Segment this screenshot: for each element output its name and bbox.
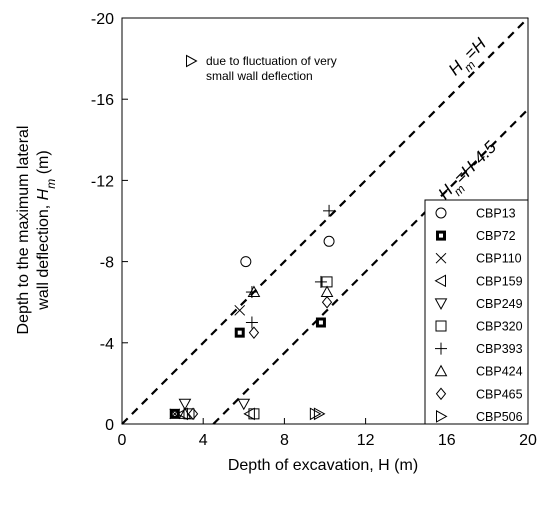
y-axis-label: Depth to the maximum lateral wall deflect… — [15, 126, 58, 335]
reference-lines — [121, 17, 529, 425]
legend-marker-cbp320 — [435, 320, 447, 332]
legend-marker-cbp159 — [434, 274, 446, 288]
y-tick-label: 0 — [105, 417, 114, 434]
data-point-cbp72 — [315, 317, 326, 328]
data-point-cbp424 — [320, 285, 334, 298]
legend-marker-cbp465 — [435, 387, 447, 401]
note-marker — [186, 54, 198, 68]
y-tick-label: -8 — [100, 255, 114, 272]
legend-label-cbp249: CBP249 — [476, 297, 523, 311]
legend-marker-cbp13 — [435, 207, 447, 219]
y-axis-label-line2: wall deflection, Hm (m) — [35, 150, 58, 310]
legend-label-cbp465: CBP465 — [476, 387, 523, 401]
note: due to fluctuation of very small wall de… — [186, 54, 337, 83]
legend-items: CBP13 CBP72 CBP110 CBP159 CBP249 CBP320 CBP393… — [434, 207, 523, 424]
data-point-cbp13 — [323, 235, 335, 247]
legend-label-cbp393: CBP393 — [476, 342, 523, 356]
note-text-line1: due to fluctuation of very — [206, 54, 337, 68]
x-tick-label: 20 — [519, 432, 537, 449]
legend-label-cbp320: CBP320 — [476, 320, 523, 334]
x-axis-title: Depth of excavation, H (m) — [228, 457, 418, 474]
legend-marker-cbp110 — [435, 252, 447, 264]
note-marker-icon — [186, 54, 198, 68]
legend: CBP13 CBP72 CBP110 CBP159 CBP249 CBP320 CBP393… — [424, 199, 529, 425]
data-point-cbp13 — [240, 256, 252, 268]
data-point-cbp110 — [234, 304, 246, 316]
legend-label-cbp506: CBP506 — [476, 410, 523, 424]
legend-label-cbp424: CBP424 — [476, 365, 523, 379]
data-point-cbp249 — [178, 398, 192, 411]
legend-label-cbp72: CBP72 — [476, 229, 516, 243]
reference-line-label-2: Hm=H-4.5 — [434, 137, 504, 207]
reference-line-1 — [121, 17, 529, 425]
data-point-cbp249 — [237, 398, 251, 411]
legend-marker-cbp506 — [436, 410, 448, 423]
data-point-cbp110 — [169, 408, 181, 420]
legend-box — [424, 199, 529, 425]
y-axis-label-line1: Depth to the maximum lateral — [15, 126, 32, 335]
x-tick-label: 4 — [199, 432, 208, 449]
data-point-cbp393 — [314, 275, 327, 288]
y-tick-label: -4 — [100, 336, 114, 353]
reference-line-labels: Hm=HHm=H-4.5 — [434, 34, 504, 207]
y-tick-label: -20 — [91, 11, 114, 28]
data-point-cbp465 — [321, 295, 333, 309]
data-point-cbp465 — [248, 326, 260, 339]
legend-label-cbp159: CBP159 — [476, 274, 523, 288]
data-point-cbp465 — [187, 407, 199, 421]
data-point-cbp393 — [245, 316, 258, 329]
data-point-cbp320 — [248, 408, 260, 420]
data-point-cbp506 — [309, 407, 322, 421]
data-point-cbp506 — [313, 407, 326, 421]
legend-label-cbp13: CBP13 — [476, 207, 516, 221]
reference-line-2 — [212, 108, 529, 425]
axis-ticks: 0 4 8 12 16 20 0 -4 -8 -12 -16 -20 — [91, 11, 537, 449]
y-tick-label: -12 — [91, 173, 114, 190]
x-tick-label: 0 — [118, 432, 127, 449]
data-markers — [169, 204, 336, 421]
note-text-line2: small wall deflection — [206, 69, 313, 83]
x-tick-label: 16 — [438, 432, 456, 449]
legend-marker-cbp72 — [436, 230, 446, 241]
x-axis-label: Depth of excavation, H (m) — [228, 457, 418, 474]
data-point-cbp72 — [234, 327, 245, 338]
y-axis-title: Depth to the maximum lateral wall deflect… — [15, 126, 58, 335]
legend-marker-cbp249 — [434, 298, 448, 310]
y-tick-label: -16 — [91, 92, 114, 109]
data-point-cbp424 — [178, 407, 192, 419]
data-point-cbp424 — [247, 285, 261, 298]
data-point-cbp393 — [323, 204, 336, 217]
legend-marker-cbp424 — [434, 364, 448, 377]
legend-label-cbp110: CBP110 — [476, 252, 522, 266]
legend-marker-cbp393 — [435, 342, 447, 355]
x-tick-label: 8 — [280, 432, 289, 449]
x-tick-label: 12 — [357, 432, 375, 449]
